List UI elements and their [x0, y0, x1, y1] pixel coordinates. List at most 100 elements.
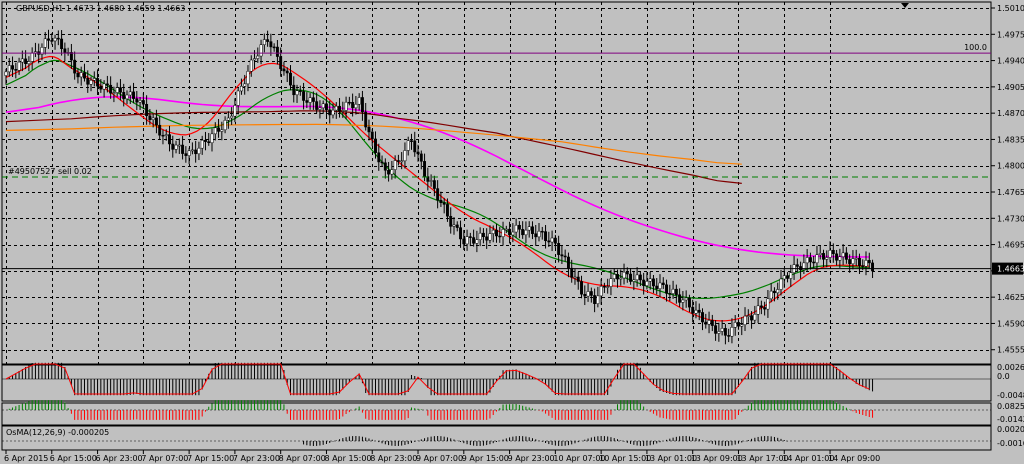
- candle-body: [436, 188, 440, 201]
- candle-body: [318, 107, 322, 110]
- candle-body: [844, 252, 848, 260]
- candle-body: [557, 243, 561, 255]
- candle-body: [132, 91, 135, 99]
- candle-body: [531, 226, 534, 234]
- candle-body: [560, 254, 564, 257]
- time-tick-label: 13 Apr 17:00: [736, 454, 788, 463]
- candle-body: [472, 237, 476, 244]
- candle-body: [446, 204, 449, 217]
- candle-body: [7, 65, 11, 73]
- candle-body: [858, 257, 861, 266]
- candle-body: [226, 117, 230, 121]
- signal-line: [5, 363, 870, 395]
- time-tick-label: 8 Apr 23:00: [370, 454, 417, 463]
- price-tick-label: 1.4975: [997, 30, 1024, 39]
- candle-body: [410, 140, 413, 142]
- candle-body: [321, 103, 325, 109]
- candle-body: [599, 286, 603, 297]
- candle-body: [367, 126, 371, 133]
- candle-body: [612, 274, 616, 280]
- candle-body: [27, 61, 31, 64]
- ma-line-0: [5, 96, 870, 258]
- candle-body: [710, 320, 714, 326]
- time-tick-label: 6 Apr 2015: [4, 454, 48, 463]
- candle-body: [354, 103, 358, 109]
- time-tick-label: 7 Apr 15:00: [187, 454, 234, 463]
- candle-body: [459, 227, 462, 240]
- candle-body: [168, 134, 171, 145]
- moving-average-lines: [5, 55, 870, 322]
- sub-panel-1: [1, 364, 992, 402]
- candle-body: [521, 229, 525, 236]
- candle-body: [665, 284, 668, 294]
- candle-body: [109, 84, 113, 94]
- candles: [4, 29, 874, 345]
- candle-body: [351, 102, 355, 109]
- candle-body: [871, 262, 874, 272]
- candle-body: [171, 143, 175, 150]
- candle-body: [723, 328, 727, 336]
- candle-body: [419, 153, 423, 162]
- candle-body: [347, 101, 351, 104]
- candle-body: [691, 306, 695, 314]
- candle-body: [145, 103, 149, 117]
- candle-body: [413, 140, 417, 153]
- candle-body: [514, 224, 518, 233]
- candle-body: [593, 295, 597, 304]
- sub-tick-label: -0.00162: [997, 439, 1024, 448]
- candle-body: [331, 109, 335, 116]
- candle-body: [769, 290, 773, 300]
- candle-body: [423, 161, 427, 177]
- time-tick-label: 14 Apr 01:00: [782, 454, 834, 463]
- ma-line-3: [5, 110, 742, 184]
- candle-body: [602, 286, 606, 288]
- candle-body: [730, 327, 734, 337]
- candle-body: [655, 285, 659, 289]
- candle-body: [763, 307, 767, 310]
- candle-body: [50, 40, 54, 42]
- candle-body: [566, 256, 570, 269]
- candle-body: [737, 322, 740, 327]
- candle-body: [678, 294, 682, 303]
- sub-tick-label: 0.0825: [997, 402, 1024, 411]
- sub-window-axis: 0.002660.0 -0.00483 0.0825 -0.01420.00207 -0…: [6, 363, 1024, 448]
- candle-body: [334, 105, 338, 111]
- time-tick-label: 10 Apr 15:00: [599, 454, 651, 463]
- time-tick-label: 14 Apr 09:00: [828, 454, 880, 463]
- candle-body: [508, 228, 512, 236]
- candle-body: [432, 180, 436, 189]
- price-tick-label: 1.4905: [997, 83, 1024, 92]
- candle-body: [43, 38, 47, 48]
- candle-body: [429, 180, 433, 182]
- candle-body: [576, 276, 580, 282]
- price-tick-label: 1.4835: [997, 135, 1024, 144]
- candle-body: [740, 324, 744, 327]
- current-price-box: [992, 262, 1023, 275]
- candle-body: [753, 314, 757, 321]
- candle-body: [311, 97, 315, 102]
- candle-body: [138, 100, 142, 103]
- candle-body: [789, 272, 793, 279]
- candle-body: [867, 260, 871, 264]
- candle-body: [589, 291, 593, 296]
- candle-body: [746, 315, 750, 317]
- candle-body: [766, 298, 770, 310]
- candle-body: [773, 290, 776, 294]
- candle-body: [475, 239, 479, 244]
- candle-body: [135, 98, 139, 103]
- candle-body: [625, 271, 629, 275]
- candle-body: [808, 257, 812, 263]
- candle-body: [338, 105, 341, 112]
- candle-body: [687, 297, 691, 308]
- candle-body: [586, 291, 590, 297]
- time-tick-label: 7 Apr 07:00: [141, 454, 188, 463]
- candle-body: [750, 315, 754, 321]
- candle-body: [743, 315, 747, 325]
- candle-body: [465, 236, 469, 245]
- candle-body: [534, 233, 538, 238]
- candle-body: [370, 131, 374, 140]
- candle-body: [524, 229, 528, 236]
- price-tick-label: 1.4730: [997, 214, 1024, 223]
- candle-body: [684, 297, 688, 301]
